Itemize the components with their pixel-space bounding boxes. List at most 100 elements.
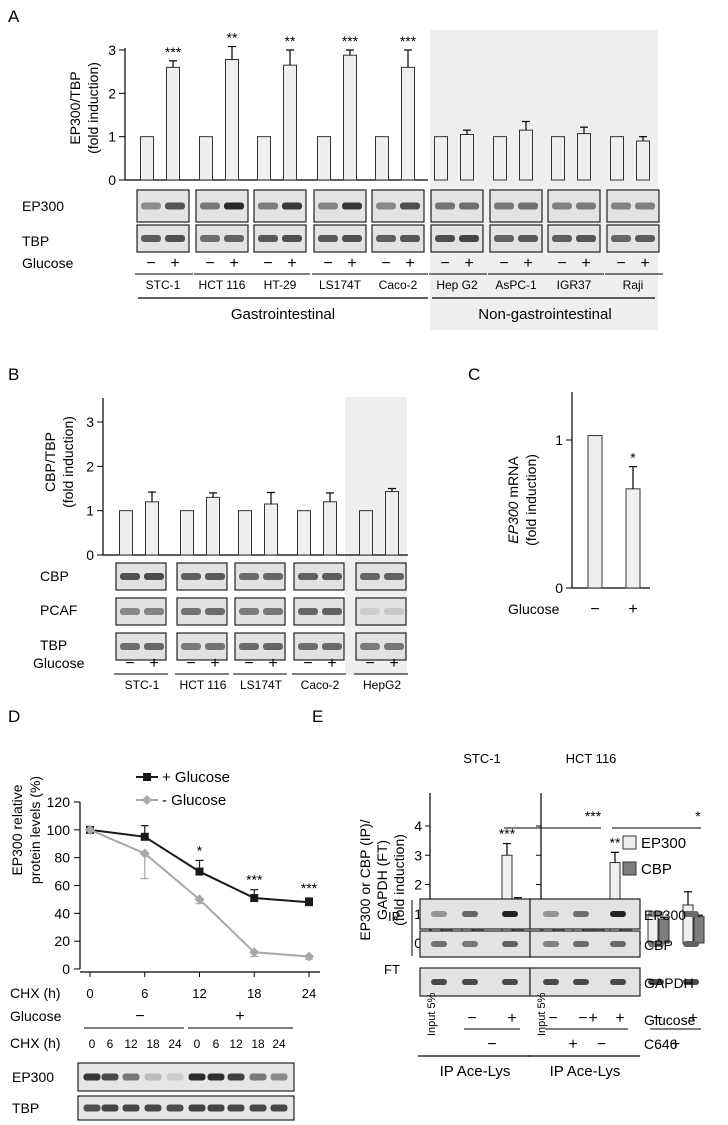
panel-d-chx-label: CHX (h) — [10, 1035, 61, 1051]
panel-d-xtick-label: 0 — [86, 986, 93, 1001]
panel-b-bar — [385, 491, 399, 556]
panel-a-glucose-minus: − — [146, 255, 155, 272]
panel-b-cell-line: Caco-2 — [301, 678, 340, 692]
panel-a-band — [258, 202, 278, 210]
panel-e-right-significance: * — [695, 808, 701, 824]
panel-c-glucose-plus: + — [628, 601, 637, 618]
panel-d-band — [207, 1073, 225, 1081]
panel-c-ylabel-2: (fold induction) — [523, 454, 539, 546]
panel-a-bar — [257, 136, 271, 181]
panel-e-left-band — [431, 911, 447, 917]
panel-a-band — [494, 235, 514, 242]
panel-c-ylabel-rest: mRNA — [505, 456, 521, 502]
panel-b-bar — [206, 496, 220, 556]
panel-a-glucose-plus: + — [347, 255, 356, 272]
panel-b-bar — [238, 510, 252, 556]
panel-a-band — [576, 235, 596, 242]
panel-d-legend-marker-plus — [143, 773, 151, 781]
panel-a-band — [200, 202, 220, 210]
panel-a-cell-line: LS174T — [319, 278, 362, 292]
panel-d-ytick-label: 0 — [62, 961, 70, 977]
panel-d-xtick-label: 18 — [247, 986, 261, 1001]
panel-b-ytick-label: 2 — [86, 458, 94, 474]
panel-d-glucose-label: Glucose — [10, 1008, 62, 1024]
panel-a-blot-label: EP300 — [22, 198, 64, 214]
panel-e-right-glucose-sign: − — [653, 1010, 662, 1027]
panel-e-right-band — [573, 979, 589, 985]
panel-e-right-glucose-sign: + — [615, 1010, 624, 1027]
panel-b-glucose-plus: + — [268, 655, 277, 672]
panel-d-xtick-label: 12 — [192, 986, 206, 1001]
panel-a-cell-line: HT-29 — [264, 278, 297, 292]
panel-d-label: D — [8, 707, 20, 726]
panel-c-bar — [625, 488, 641, 589]
panel-e-legend-swatch-ep300 — [622, 835, 637, 850]
panel-a-ytick-label: 3 — [108, 42, 116, 58]
panel-e-blot-label: CBP — [644, 937, 673, 953]
panel-e-left-c646-minus: − — [487, 1036, 496, 1053]
panel-e-right-band — [610, 979, 626, 985]
panel-e-blot-label: EP300 — [644, 907, 686, 923]
panel-d-legend-minus: - Glucose — [162, 792, 226, 809]
panel-d-band — [188, 1073, 206, 1081]
panel-b-band — [144, 573, 164, 580]
panel-d-xlabel: CHX (h) — [10, 985, 61, 1001]
panel-a-band — [165, 235, 185, 242]
panel-b-chart: 0 1 2 3 — [86, 398, 408, 563]
panel-d-glucose-plus: + — [235, 1008, 244, 1025]
panel-b-glucose-minus: − — [365, 655, 374, 672]
panel-d-blot-time: 6 — [213, 1037, 220, 1051]
panel-b-band — [360, 608, 380, 615]
panel-b-glucose-plus: + — [149, 655, 158, 672]
panel-b-band — [298, 608, 318, 615]
panel-d-legend-marker-minus — [142, 795, 152, 805]
panel-a-group-non: Non-gastrointestinal — [478, 306, 611, 323]
panel-b-band — [384, 573, 404, 580]
panel-d-glucose-minus: − — [135, 1008, 144, 1025]
panel-a-ytick-label: 1 — [108, 129, 116, 145]
panel-d-significance: *** — [301, 880, 318, 896]
panel-b-band — [144, 608, 164, 615]
panel-d-band — [122, 1104, 140, 1112]
panel-e-left-c646-plus: + — [568, 1036, 577, 1053]
panel-a-label: A — [8, 7, 20, 26]
panel-b-bar — [323, 501, 337, 556]
panel-a-band — [518, 202, 538, 210]
panel-b-band — [239, 643, 259, 650]
panel-b-bar — [264, 503, 278, 556]
panel-a-ytick-label: 2 — [108, 85, 116, 101]
panel-a-glucose-minus: − — [323, 255, 332, 272]
panel-a-significance: *** — [400, 33, 417, 49]
panel-a-bar — [636, 140, 650, 181]
panel-e-right-bar — [693, 916, 705, 944]
panel-e-right-c646-minus: − — [597, 1036, 606, 1053]
panel-d-ylabel-2: protein levels (%) — [27, 776, 43, 884]
panel-a-band — [376, 235, 396, 242]
panel-d-significance: * — [197, 842, 203, 858]
panel-a-band — [224, 235, 244, 242]
panel-c-ytick-label: 0 — [555, 580, 563, 596]
panel-e-left-ytick-label: 3 — [414, 847, 422, 863]
panel-d-point — [195, 867, 204, 876]
panel-d-point — [139, 848, 150, 859]
panel-a-band — [611, 235, 631, 242]
panel-d-band — [166, 1104, 184, 1112]
panel-b-ytick-label: 3 — [86, 414, 94, 430]
panel-b-blot-label: PCAF — [40, 602, 77, 618]
panel-e-left-input-label: Input 5% — [426, 992, 438, 1036]
panel-c-glucose-minus: − — [590, 601, 599, 618]
panel-e-ylabel-3: (fold induction) — [391, 834, 407, 926]
panel-e-left-band — [462, 911, 478, 917]
panel-a-glucose-plus: + — [523, 255, 532, 272]
panel-d-band — [270, 1073, 288, 1081]
panel-a-bar — [199, 136, 213, 181]
panel-d-blot-time: 18 — [146, 1037, 160, 1051]
panel-e-left-ytick-label: 2 — [414, 877, 422, 893]
panel-e-right-band — [543, 911, 559, 917]
panel-e-left-glucose-sign: + — [588, 1010, 597, 1027]
panel-a-band — [200, 235, 220, 242]
panel-e-right-band — [683, 911, 699, 917]
panel-a-cell-line: AsPC-1 — [495, 278, 537, 292]
